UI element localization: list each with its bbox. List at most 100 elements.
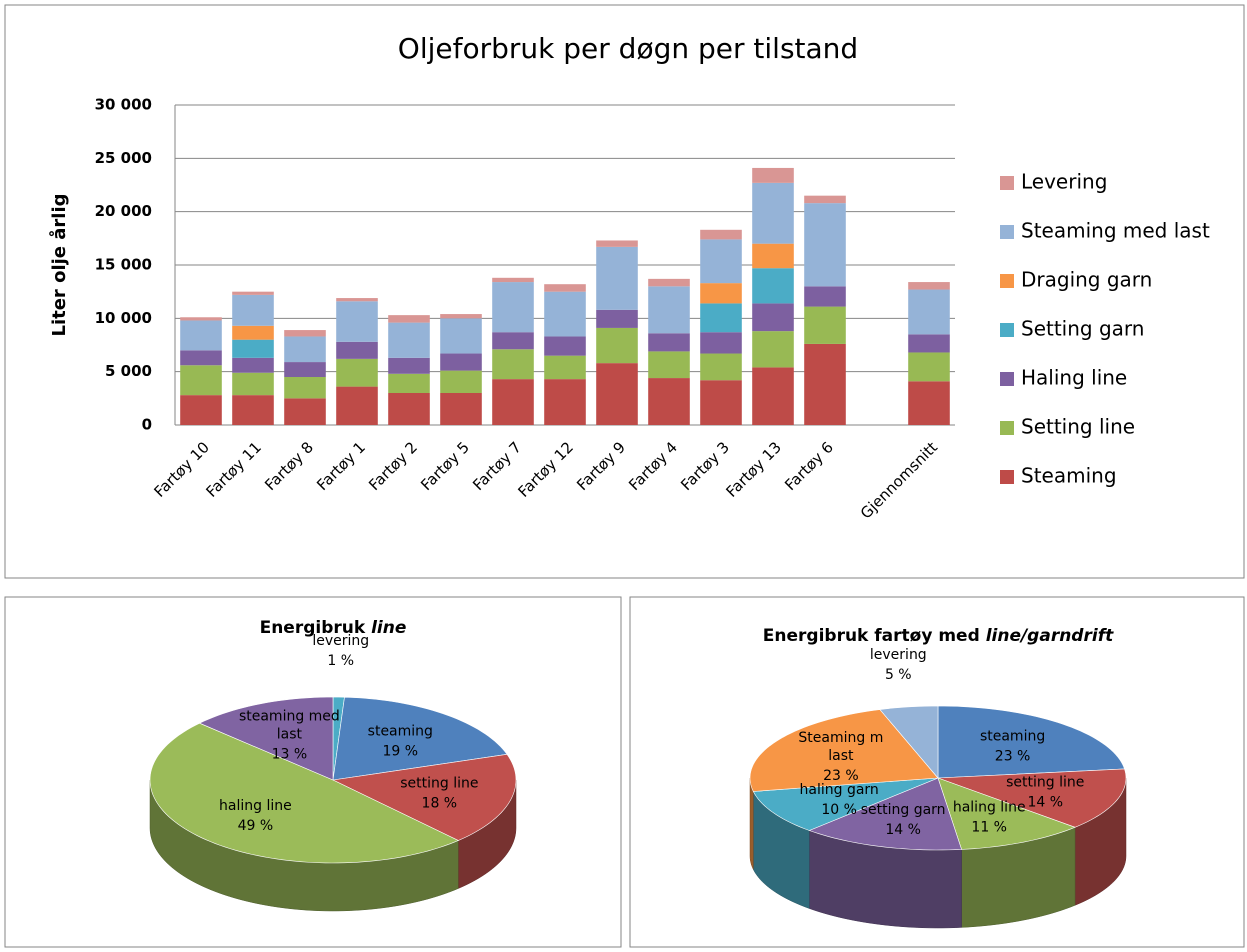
- bar-segment: [700, 283, 742, 304]
- slice-label: levering: [312, 633, 369, 649]
- slice-label: haling line: [953, 799, 1026, 815]
- slice-label-line: last: [828, 748, 854, 764]
- bar-segment: [492, 277, 534, 283]
- bar-segment: [544, 355, 586, 380]
- chart-title: Oljeforbruk per døgn per tilstand: [398, 32, 858, 65]
- slice-label: steaming: [980, 729, 1045, 745]
- bar-segment: [544, 284, 586, 292]
- bar-segment: [492, 282, 534, 333]
- bar-segment: [492, 349, 534, 380]
- bar-segment: [180, 365, 222, 396]
- slice-label-line: steaming med: [239, 708, 340, 724]
- bar-segment: [908, 282, 950, 290]
- slice-label: Steaming m last: [798, 730, 883, 764]
- bar-segment: [180, 317, 222, 321]
- slice-label: haling garn: [800, 782, 879, 798]
- y-tick-label: 5 000: [105, 362, 152, 380]
- bar-segment: [804, 343, 846, 425]
- legend-label: Levering: [1021, 170, 1107, 194]
- chart-title-text: Energibruk: [260, 618, 366, 638]
- bar-segment: [232, 395, 274, 425]
- bar-segment: [908, 289, 950, 335]
- legend-swatch: [1000, 176, 1014, 190]
- chart-title-text: Energibruk fartøy med: [763, 626, 980, 646]
- bar-segment: [336, 341, 378, 359]
- chart-title: Energibruk line: [260, 618, 407, 638]
- bar-segment: [284, 336, 326, 363]
- bar-segment: [596, 240, 638, 247]
- bar-segment: [648, 333, 690, 352]
- slice: [937, 777, 1076, 850]
- legend-swatch: [1000, 274, 1014, 288]
- bar-segment: [232, 357, 274, 373]
- bar-segment: [804, 195, 846, 204]
- legend-swatch: [1000, 225, 1014, 239]
- chart-title-emphasis: line/garndrift: [986, 626, 1114, 646]
- legend-swatch: [1000, 421, 1014, 435]
- slice-value-label: 13 %: [272, 746, 308, 762]
- slice: [331, 754, 517, 841]
- bar-segment: [440, 370, 482, 393]
- bar-segment: [544, 379, 586, 425]
- y-tick-label: 15 000: [95, 256, 152, 274]
- bar-segment: [700, 353, 742, 381]
- slice: [198, 696, 334, 781]
- chart-title-emphasis: line: [371, 618, 406, 638]
- bar-segment: [544, 291, 586, 337]
- slice-value-label: 49 %: [238, 818, 274, 834]
- bar-segment: [752, 367, 794, 425]
- slice: [808, 777, 962, 851]
- slice-label: setting garn: [861, 802, 946, 818]
- slice-value-label: 19 %: [383, 744, 419, 760]
- bar-segment: [232, 291, 274, 295]
- bar-segment: [440, 314, 482, 319]
- legend-label: Steaming med last: [1021, 219, 1210, 243]
- slice: [749, 709, 939, 792]
- bar-segment: [388, 357, 430, 374]
- slice-value-label: 23 %: [823, 768, 859, 784]
- bar-segment: [440, 393, 482, 425]
- bar-segment: [648, 378, 690, 425]
- legend-label: Setting line: [1021, 415, 1135, 439]
- bar-segment: [596, 327, 638, 364]
- bar-segment: [700, 229, 742, 240]
- bar-segment: [804, 286, 846, 307]
- bar-segment: [440, 318, 482, 354]
- legend-label: Steaming: [1021, 464, 1117, 488]
- slice: [937, 705, 1125, 779]
- bar-segment: [180, 395, 222, 425]
- bar-segment: [908, 381, 950, 425]
- bar-segment: [336, 301, 378, 342]
- y-axis-label: Liter olje årlig: [48, 193, 70, 336]
- bar-segment: [492, 332, 534, 350]
- bar-segment: [336, 358, 378, 387]
- bar-segment: [388, 322, 430, 358]
- bar-segment: [752, 268, 794, 304]
- bar-segment: [700, 239, 742, 284]
- slice-side: [749, 777, 754, 870]
- y-tick-label: 30 000: [95, 96, 152, 114]
- slice: [937, 768, 1127, 828]
- bar-segment: [388, 315, 430, 323]
- slice-value-label: 11 %: [971, 819, 1007, 835]
- bar-segment: [544, 336, 586, 356]
- bar-segment: [752, 167, 794, 183]
- legend-label: Draging garn: [1021, 268, 1152, 292]
- legend-swatch: [1000, 470, 1014, 484]
- slice-value-label: 5 %: [885, 667, 912, 683]
- chart-title: Energibruk fartøy med line/garndrift: [763, 626, 1114, 646]
- slice-value-label: 1 %: [327, 653, 354, 669]
- slice: [149, 722, 460, 864]
- bar-segment: [648, 278, 690, 287]
- bar-segment: [752, 303, 794, 332]
- bar-segment: [804, 203, 846, 287]
- bar-segment: [908, 334, 950, 353]
- bar-segment: [388, 393, 430, 425]
- bar-segment: [752, 331, 794, 368]
- slice-value-label: 18 %: [422, 795, 458, 811]
- slice-label-line: Steaming m: [798, 730, 883, 746]
- slice-value-label: 14 %: [885, 822, 921, 838]
- y-tick-label: 0: [142, 416, 152, 434]
